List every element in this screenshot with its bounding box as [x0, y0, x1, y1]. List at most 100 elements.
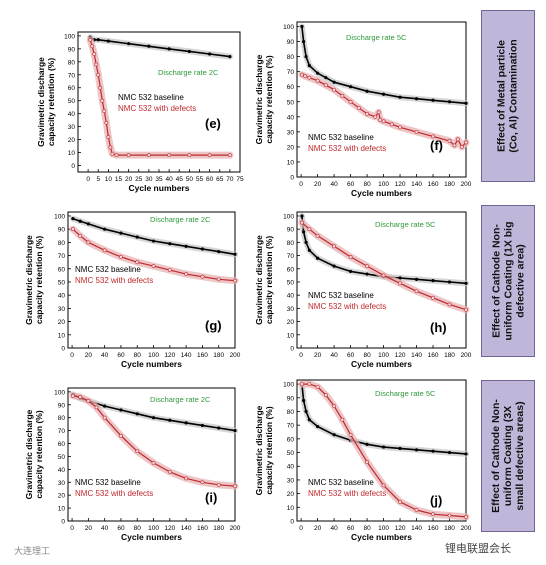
data-point [348, 432, 353, 437]
y-tick-label: 100 [283, 24, 294, 31]
y-tick-label: 20 [287, 144, 295, 151]
legend-entry: NMC 532 baseline [308, 291, 374, 300]
data-point [167, 268, 172, 272]
y-tick-label: 0 [61, 519, 65, 526]
data-point [447, 100, 452, 104]
data-point [147, 44, 151, 48]
side-label-metal-contamination-text: Effect of Metal particle (Co, Al) Contami… [496, 39, 521, 153]
x-tick-label: 40 [330, 181, 338, 188]
data-point [168, 418, 172, 422]
legend-entry: NMC 532 with defects [308, 302, 386, 311]
legend-entry: NMC 532 with defects [75, 276, 153, 285]
rate-annotation: Discharge rate 5C [375, 220, 436, 229]
data-point [365, 89, 369, 93]
data-point [447, 138, 452, 143]
y-tick-label: 30 [287, 306, 295, 313]
y-tick-label: 10 [287, 505, 295, 512]
rate-annotation: Discharge rate 5C [375, 389, 436, 398]
legend-entry: NMC 532 with defects [308, 489, 386, 498]
data-point [431, 98, 435, 102]
x-axis-label: Cycle numbers [129, 183, 190, 193]
data-point [184, 421, 188, 425]
y-tick-label: 20 [287, 319, 295, 326]
y-tick-label: 80 [58, 240, 66, 247]
plot-frame [67, 387, 236, 522]
x-tick-label: 100 [378, 181, 389, 188]
data-point [217, 250, 221, 254]
y-tick-label: 100 [54, 213, 65, 220]
data-point [86, 222, 90, 226]
data-point [300, 382, 304, 387]
x-tick-label: 55 [196, 176, 204, 183]
y-tick-label: 0 [71, 163, 75, 170]
data-point [233, 484, 237, 489]
y-tick-label: 50 [287, 99, 295, 106]
panel-label: (i) [205, 490, 217, 505]
data-point [365, 272, 369, 276]
data-point [381, 483, 386, 488]
data-point [414, 508, 419, 512]
data-point [92, 52, 97, 56]
x-tick-label: 0 [299, 525, 303, 532]
x-tick-label: 80 [134, 352, 142, 359]
data-point [304, 409, 308, 414]
y-tick-label: 10 [58, 506, 66, 513]
data-point [332, 404, 336, 408]
data-point [300, 24, 304, 29]
data-point [373, 114, 378, 119]
data-point [71, 217, 75, 221]
data-point [431, 134, 435, 139]
x-tick-label: 35 [155, 176, 163, 183]
data-point [301, 398, 306, 403]
y-tick-label: 20 [58, 319, 66, 326]
rate-annotation: Discharge rate 5C [346, 33, 407, 42]
data-point [398, 276, 402, 280]
data-point [316, 71, 320, 75]
data-point [348, 99, 353, 104]
series-line [301, 383, 467, 518]
data-point [187, 49, 191, 54]
y-tick-label: 30 [68, 124, 76, 131]
x-tick-label: 60 [206, 176, 214, 183]
data-point [168, 242, 172, 246]
data-point [381, 273, 386, 278]
rate-annotation: Discharge rate 2C [158, 68, 219, 77]
data-point [187, 153, 192, 158]
data-point [228, 55, 232, 59]
chart-g: 0 20 40 60 80 100 120 140 160 180 200 0 10 20 30 40 50 60… [24, 211, 241, 369]
data-point [365, 111, 369, 116]
data-point [167, 47, 171, 51]
y-tick-label: 90 [287, 395, 295, 402]
x-tick-label: 200 [230, 525, 241, 532]
y-tick-label: 0 [290, 346, 294, 353]
data-point [135, 449, 140, 454]
data-point [233, 429, 237, 433]
series-line [89, 36, 231, 58]
y-tick-label: 100 [54, 389, 65, 396]
data-point [90, 44, 95, 49]
plot-frame [296, 21, 467, 178]
data-point [464, 452, 468, 456]
data-point [459, 145, 464, 149]
data-point [146, 153, 151, 158]
data-point [304, 240, 308, 244]
y-tick-label: 70 [287, 423, 295, 430]
data-point [431, 512, 435, 517]
legend-entry: NMC 532 with defects [308, 144, 386, 153]
data-point [307, 64, 311, 68]
x-tick-label: 0 [70, 525, 74, 532]
data-point [100, 98, 105, 103]
x-tick-label: 45 [176, 176, 184, 183]
y-tick-label: 10 [287, 159, 295, 166]
data-point [307, 227, 312, 232]
y-tick-label: 60 [287, 266, 295, 273]
y-tick-label: 100 [283, 213, 294, 220]
x-tick-label: 0 [299, 352, 303, 359]
x-tick-label: 180 [444, 525, 455, 532]
data-point [324, 76, 328, 80]
data-point [184, 272, 189, 276]
data-point [70, 227, 75, 232]
data-point [300, 72, 304, 77]
plot-frame [296, 211, 467, 349]
data-point [207, 153, 212, 158]
